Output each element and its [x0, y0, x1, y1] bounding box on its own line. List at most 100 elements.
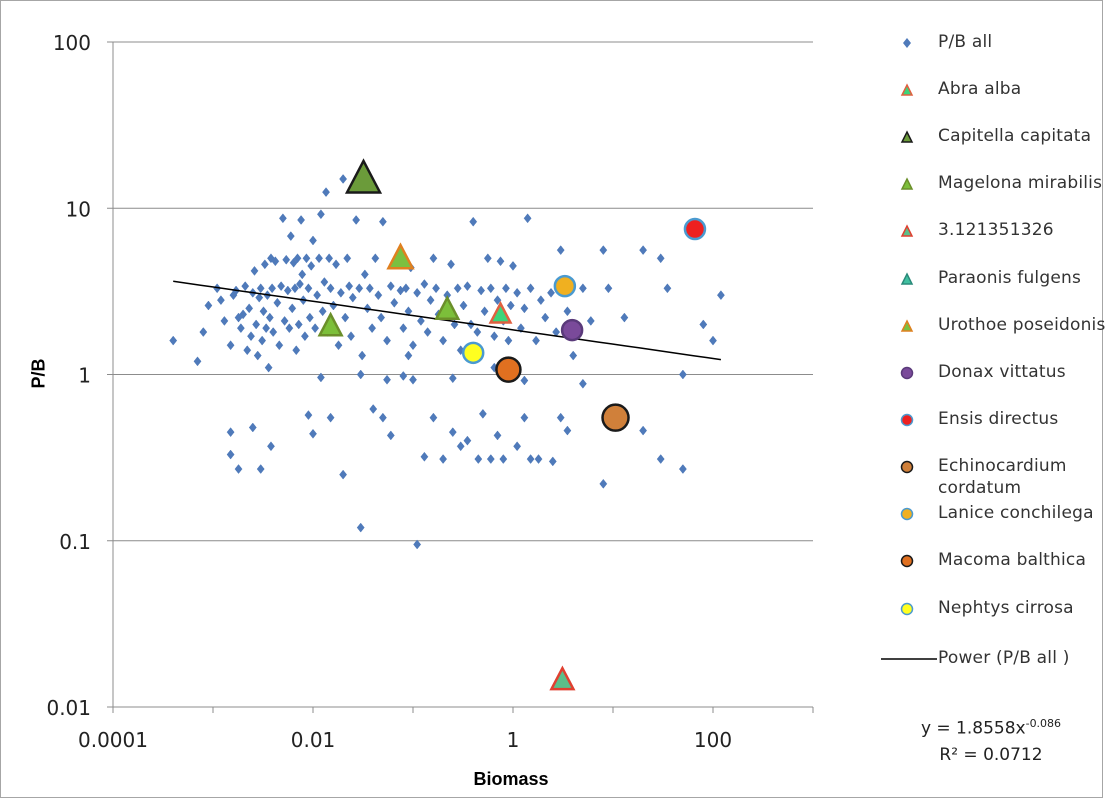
data-point-pb-all: [513, 441, 522, 452]
data-point-pb-all: [556, 412, 565, 423]
data-point-pb-all: [383, 335, 391, 346]
data-point-pb-all: [296, 279, 304, 289]
data-point-pb-all: [269, 327, 278, 337]
data-point-pb-all: [288, 303, 297, 314]
data-point-pb-all: [578, 283, 587, 294]
legend-marker-triangle: [900, 177, 914, 190]
legend-label: Abra alba: [938, 79, 1022, 99]
data-point-pb-all: [413, 539, 422, 550]
data-point-pb-all: [541, 312, 550, 323]
data-point-pb-all: [348, 292, 357, 303]
data-point-pb-all: [547, 287, 555, 298]
data-point-pb-all: [199, 327, 208, 337]
data-point-pb-all: [368, 323, 377, 334]
legend-marker-triangle: [900, 319, 914, 332]
data-point-pb-all: [493, 430, 502, 441]
data-point-pb-all: [416, 316, 425, 326]
data-point-pb-all: [260, 259, 269, 270]
data-point-pb-all: [447, 259, 455, 270]
legend-marker-line: [881, 658, 937, 660]
data-point-pb-all: [278, 213, 287, 224]
x-axis-title: Biomass: [473, 769, 549, 789]
data-point-pb-all: [267, 441, 275, 452]
data-point-pb-all: [226, 427, 235, 438]
data-point-pb-all: [339, 469, 348, 480]
data-point-pb-all: [536, 295, 545, 306]
data-point-pb-all: [520, 303, 529, 314]
data-point-pb-all: [259, 306, 268, 317]
legend-label: Urothoe poseidonis: [938, 315, 1105, 335]
data-point-pb-all: [193, 356, 202, 367]
data-point-pb-all: [326, 283, 335, 294]
x-tick-label: 0.01: [291, 728, 336, 752]
data-point-pb-all: [506, 300, 515, 311]
data-point-pb-all: [532, 335, 540, 346]
data-point-pb-all: [341, 312, 350, 323]
data-point-pb-all: [404, 306, 413, 317]
data-point-pb-all: [426, 295, 435, 306]
data-point-pb-all: [275, 340, 284, 351]
equation-text: y = 1.8558x: [920, 718, 1026, 739]
data-point-pb-all: [216, 295, 225, 306]
data-point-pb-all: [252, 319, 261, 330]
data-point-pb-all: [578, 378, 587, 389]
data-point-pb-all: [556, 245, 565, 256]
data-point-pb-all: [277, 281, 286, 292]
data-point-pb-all: [262, 323, 271, 334]
data-point-pb-all: [526, 454, 535, 464]
data-point-pb-all: [386, 281, 395, 292]
y-tick-label: 10: [66, 197, 91, 221]
data-point-pb-all: [226, 340, 235, 351]
data-point-pb-all: [271, 256, 280, 267]
legend-label: Power (P/B all ): [938, 648, 1070, 668]
data-point-pb-all: [420, 451, 429, 462]
data-point-pb-all: [423, 327, 432, 337]
data-point-pb-all: [329, 300, 338, 311]
data-point-pb-all: [534, 454, 543, 464]
x-tick-label: 100: [694, 728, 732, 752]
data-point-pb-all: [483, 253, 492, 264]
data-point-pb-all: [226, 449, 235, 460]
data-point-nephtys-cirrosa: [461, 341, 485, 365]
data-point-pb-all: [280, 316, 289, 326]
data-point-pb-all: [378, 412, 387, 423]
data-point-pb-all: [453, 283, 462, 294]
data-point-pb-all: [293, 253, 302, 264]
legend-label: Lanice conchilega: [938, 503, 1094, 523]
data-point-pb-all: [283, 285, 292, 296]
data-point-pb-all: [526, 283, 535, 294]
data-point-pb-all: [256, 283, 265, 294]
data-point-pb-all: [448, 427, 457, 438]
data-point-pb-all: [374, 290, 383, 301]
data-point-pb-all: [463, 435, 472, 446]
data-point-pb-all: [513, 287, 522, 298]
data-point-pb-all: [365, 283, 374, 294]
data-point-pb-all: [429, 253, 438, 264]
data-point-pb-all: [291, 283, 299, 294]
data-point-magelona-mirabilis: [434, 295, 461, 321]
data-point-pb-all: [699, 319, 708, 330]
data-point-pb-all: [304, 410, 313, 420]
data-point-pb-all: [371, 253, 380, 264]
data-point-pb-all: [429, 412, 438, 423]
data-point-pb-all: [432, 283, 440, 294]
data-point-pb-all: [656, 253, 665, 264]
data-point-pb-all: [311, 323, 320, 334]
data-point-pb-all: [356, 369, 365, 380]
data-point-pb-all: [273, 297, 282, 308]
data-point-ensis-directus: [683, 217, 707, 241]
data-point-pb-all: [286, 231, 295, 241]
data-point-pb-all: [548, 456, 557, 467]
data-point-pb-all: [569, 350, 578, 361]
legend-label: Donax vittatus: [938, 362, 1066, 382]
legend-marker-circle: [900, 366, 914, 380]
data-point-pb-all: [502, 283, 510, 294]
data-point-pb-all: [258, 335, 267, 346]
data-point-pb-all: [586, 316, 595, 326]
data-point-pb-all: [420, 279, 429, 289]
data-point-pb-all: [469, 216, 478, 227]
data-point-pb-all: [486, 283, 495, 294]
data-point-pb-all: [409, 340, 417, 351]
